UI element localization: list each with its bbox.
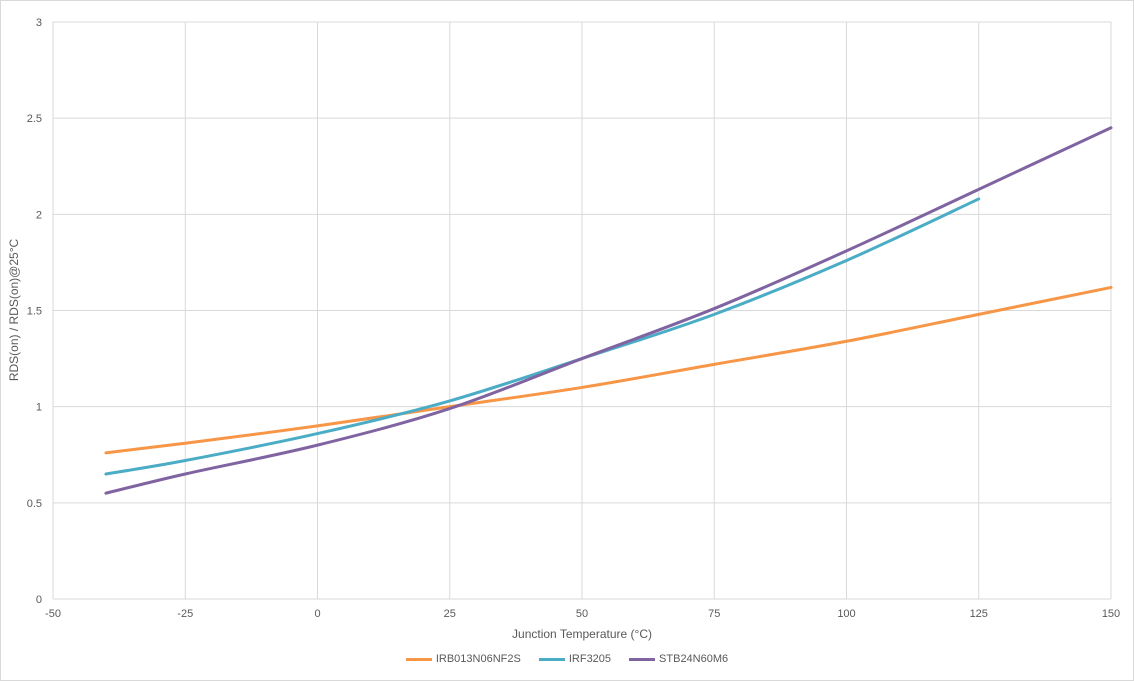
gridlines (52, 21, 1112, 600)
legend-label: IRF3205 (568, 653, 612, 665)
x-tick-label: 25 (444, 608, 456, 620)
legend-swatch-icon (629, 657, 656, 661)
x-axis-title: Junction Temperature (°C) (512, 627, 652, 641)
x-tick-label: -50 (45, 608, 61, 620)
y-tick-label: 1 (36, 402, 42, 414)
legend: IRB013N06NF2S IRF3205 STB24N60M6 (0, 653, 1134, 665)
series-line-stb24n60m6 (104, 126, 1113, 495)
y-tick-label: 2 (36, 209, 42, 221)
x-tick-label: 75 (708, 608, 720, 620)
series-line-irf3205 (104, 197, 981, 476)
x-tick-label: -25 (177, 608, 193, 620)
legend-label: IRB013N06NF2S (435, 653, 521, 665)
x-tick-label: 100 (837, 608, 855, 620)
x-tick-label: 125 (970, 608, 988, 620)
series-line-irb013n06nf2s (104, 285, 1113, 455)
legend-label: STB24N60M6 (659, 653, 729, 665)
legend-item-irb013n06nf2s: IRB013N06NF2S (405, 653, 521, 665)
y-tick-label: 1.5 (27, 306, 42, 318)
y-tick-label: 0.5 (27, 498, 42, 510)
y-tick-label: 3 (36, 17, 42, 29)
axis-ticks: 0 0.5 1 1.5 2 2.5 3 -50 -25 0 25 50 75 100 125 150 (27, 17, 1120, 620)
legend-item-stb24n60m6: STB24N60M6 (629, 653, 728, 665)
legend-swatch-icon (405, 657, 432, 661)
y-axis-title: RDS(on) / RDS(on)@25°C (7, 238, 21, 381)
legend-swatch-icon (538, 657, 565, 661)
legend-item-irf3205: IRF3205 (538, 653, 612, 665)
series-lines (104, 126, 1113, 495)
y-tick-label: 2.5 (27, 113, 42, 125)
y-tick-label: 0 (36, 594, 42, 606)
x-tick-label: 0 (314, 608, 320, 620)
x-tick-label: 50 (576, 608, 588, 620)
x-tick-label: 150 (1102, 608, 1120, 620)
